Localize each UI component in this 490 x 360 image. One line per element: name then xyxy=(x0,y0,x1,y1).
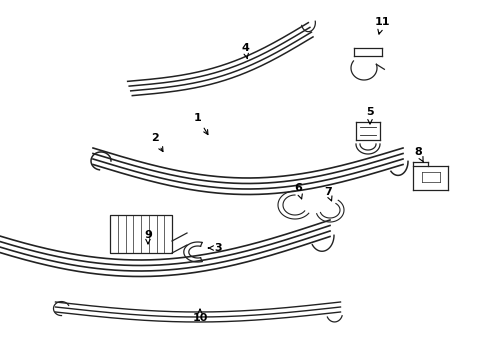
Text: 3: 3 xyxy=(208,243,222,253)
Text: 2: 2 xyxy=(151,133,163,152)
Bar xyxy=(110,215,172,253)
Text: 1: 1 xyxy=(194,113,208,135)
Text: 5: 5 xyxy=(366,107,374,124)
Text: 10: 10 xyxy=(192,309,208,323)
Text: 7: 7 xyxy=(324,187,332,201)
Text: 4: 4 xyxy=(241,43,249,59)
Text: 11: 11 xyxy=(374,17,390,34)
Text: 6: 6 xyxy=(294,183,302,199)
Text: 8: 8 xyxy=(414,147,423,162)
Text: 9: 9 xyxy=(144,230,152,244)
